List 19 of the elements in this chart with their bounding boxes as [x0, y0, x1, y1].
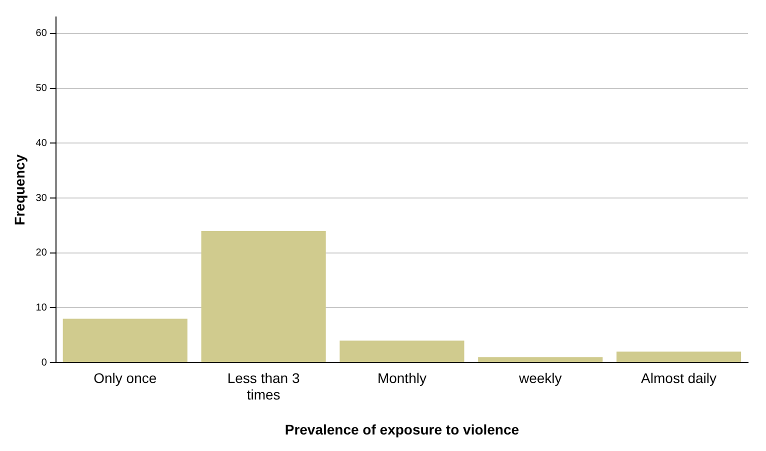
- y-axis-title: Frequency: [11, 154, 28, 226]
- x-axis-title: Prevalence of exposure to violence: [284, 421, 520, 438]
- bar: [201, 230, 326, 362]
- bar: [340, 340, 464, 362]
- x-tick-label: Monthly: [377, 370, 426, 386]
- y-tick-label: 30: [36, 192, 48, 204]
- bar: [62, 318, 188, 362]
- x-tick-label: Less than 3 times: [227, 370, 300, 403]
- x-tick-label: weekly: [518, 370, 562, 386]
- y-tick-label: 20: [36, 248, 48, 259]
- y-tick-label: 0: [41, 357, 48, 368]
- bar: [478, 357, 603, 362]
- y-tick-label: 10: [36, 302, 48, 314]
- y-tick-label: 50: [36, 83, 48, 94]
- y-tick-label: 60: [36, 28, 48, 40]
- bar: [616, 352, 742, 362]
- y-tick-label: 40: [36, 138, 48, 149]
- x-tick-label: Almost daily: [641, 370, 717, 386]
- x-tick-label: Only once: [94, 370, 157, 386]
